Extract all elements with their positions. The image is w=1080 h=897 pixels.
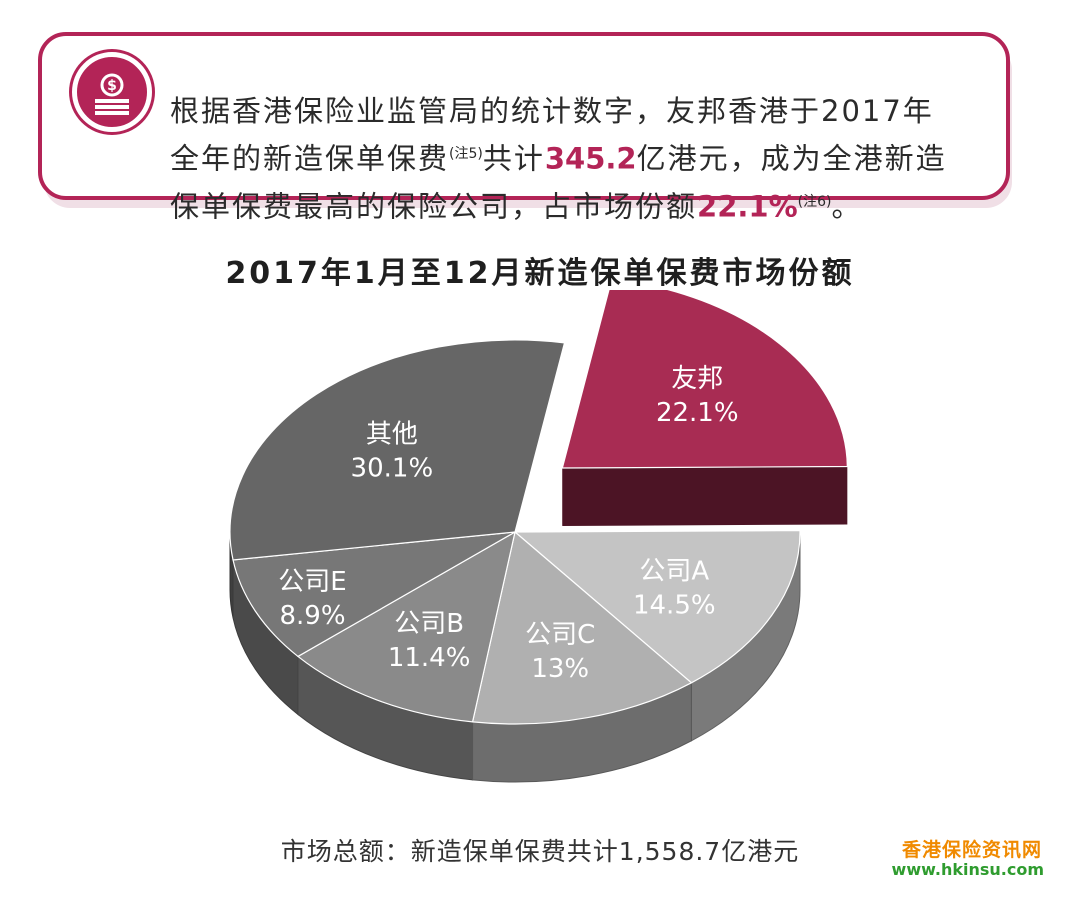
market-total-text: 市场总额：新造保单保费共计1,558.7亿港元 <box>280 837 800 866</box>
market-share-pie-chart: 友邦 22.1% 公司A 14.5% 公司C 13% 公司B 11.4% 公司E 8.9% 其他 30… <box>229 290 848 783</box>
slice-cut-face <box>562 466 848 526</box>
summary-line-3-post: 。 <box>831 189 863 224</box>
money-stack-icon: $ <box>72 52 152 132</box>
slice-label: 公司C <box>525 620 595 650</box>
summary-line-1: 根据香港保险业监管局的统计数字，友邦香港于2017年 <box>170 94 934 128</box>
slice-label: 公司A <box>639 557 709 587</box>
slice-label: 公司E <box>278 567 346 597</box>
watermark-url: www.hkinsu.com <box>891 860 1044 879</box>
slice-label: 其他 <box>366 420 418 450</box>
summary-line-2-post: 亿港元，成为全港新造 <box>636 141 947 176</box>
pie-slice <box>296 530 516 723</box>
summary-line-2-mid: 共计 <box>482 141 545 176</box>
pie-tops <box>229 290 848 725</box>
slice-label: 公司B <box>394 609 464 639</box>
summary-line-2: 全年的新造保单保费(注5)共计345.2亿港元，成为全港新造 <box>170 133 1030 181</box>
watermark-title: 香港保险资讯网 <box>901 839 1042 861</box>
slice-value-label: 13% <box>531 654 589 684</box>
chart-title: 2017年1月至12月新造保单保费市场份额 <box>225 256 855 291</box>
summary-line-2-pre: 全年的新造保单保费 <box>170 141 450 176</box>
pie-slice <box>229 339 566 561</box>
pie-slice <box>471 530 693 725</box>
slice-value-label: 30.1% <box>351 454 434 484</box>
slice-value-label: 22.1% <box>656 398 739 428</box>
pie-labels: 友邦 22.1% 公司A 14.5% 公司C 13% 公司B 11.4% 公司E 8.9% 其他 30… <box>278 364 738 684</box>
slice-value-label: 14.5% <box>633 591 716 621</box>
market-share-value: 22.1% <box>697 189 798 224</box>
slice-value-label: 11.4% <box>388 643 471 673</box>
slice-label: 友邦 <box>671 364 723 394</box>
pie-slice <box>232 531 516 658</box>
pie-slice <box>513 529 801 684</box>
summary-line-3: 保单保费最高的保险公司，占市场份额22.1%(注6)。 <box>170 181 1030 229</box>
slice-value-label: 8.9% <box>279 601 345 631</box>
footnote-5: (注5) <box>449 146 483 162</box>
summary-line-3-pre: 保单保费最高的保险公司，占市场份额 <box>170 189 698 224</box>
summary-callout: $ 根据香港保险业监管局的统计数字，友邦香港于2017年 全年的新造保单保费(注… <box>38 32 1010 223</box>
svg-text:$: $ <box>107 78 117 94</box>
summary-text: 根据香港保险业监管局的统计数字，友邦香港于2017年 全年的新造保单保费(注5)… <box>170 90 1030 228</box>
footnote-6: (注6) <box>797 193 832 210</box>
pie-slice <box>561 290 848 469</box>
premium-amount: 345.2 <box>544 141 637 176</box>
